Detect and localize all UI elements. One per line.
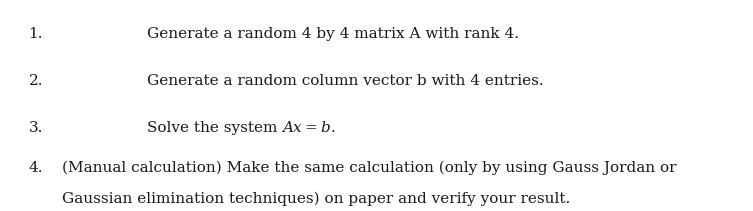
Text: .: . xyxy=(331,121,335,135)
Text: 3.: 3. xyxy=(29,121,43,135)
Text: Ax: Ax xyxy=(282,121,302,135)
Text: 2.: 2. xyxy=(29,74,43,88)
Text: Generate a random column vector b with 4 entries.: Generate a random column vector b with 4… xyxy=(147,74,544,88)
Text: 1.: 1. xyxy=(29,27,43,41)
Text: b: b xyxy=(321,121,331,135)
Text: =: = xyxy=(302,121,321,135)
Text: 4.: 4. xyxy=(29,161,43,175)
Text: (Manual calculation) Make the same calculation (only by using Gauss Jordan or: (Manual calculation) Make the same calcu… xyxy=(62,161,677,175)
Text: Solve the system: Solve the system xyxy=(147,121,282,135)
Text: Generate a random 4 by 4 matrix A with rank 4.: Generate a random 4 by 4 matrix A with r… xyxy=(147,27,519,41)
Text: Gaussian elimination techniques) on paper and verify your result.: Gaussian elimination techniques) on pape… xyxy=(62,192,571,206)
